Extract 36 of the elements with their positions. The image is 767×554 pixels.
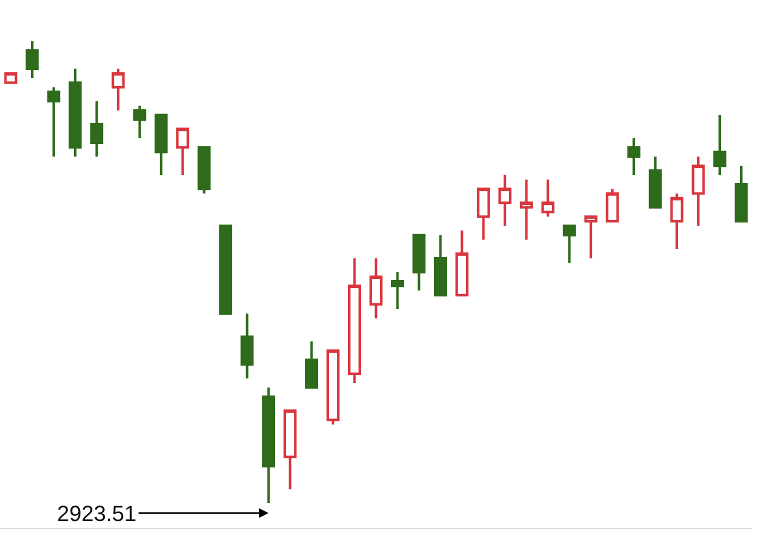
candlestick	[219, 224, 232, 315]
candlestick	[112, 68, 125, 112]
candlestick	[262, 386, 276, 504]
candlestick	[562, 224, 576, 264]
candlestick	[154, 114, 168, 176]
candlestick	[670, 192, 684, 250]
candlestick	[47, 86, 60, 158]
annotation: 2923.51	[57, 501, 137, 526]
candlestick	[648, 155, 662, 209]
candlestick	[541, 178, 554, 218]
candlestick	[498, 174, 512, 228]
candlestick	[434, 234, 447, 296]
candlestick	[520, 178, 533, 241]
candlestick	[284, 409, 297, 490]
candlestick	[198, 146, 211, 195]
candlestick	[713, 114, 726, 176]
candlestick	[692, 155, 705, 228]
candlestick	[584, 215, 598, 260]
candlestick	[90, 100, 104, 158]
candlestick	[305, 340, 318, 389]
candlestick	[176, 128, 190, 176]
candlestick	[369, 256, 383, 320]
candlestick	[68, 68, 82, 158]
candlestick	[133, 104, 146, 140]
candlestick	[26, 40, 39, 80]
candlestick	[390, 270, 404, 310]
candlestick	[240, 312, 254, 380]
candlestick	[4, 72, 18, 84]
candlestick	[627, 136, 640, 176]
candlestick	[606, 188, 619, 222]
candlestick	[348, 256, 362, 384]
candlestick	[326, 349, 340, 426]
candlestick	[455, 229, 468, 296]
candlestick	[476, 188, 490, 241]
candlestick	[734, 164, 748, 222]
candlestick	[412, 234, 426, 292]
